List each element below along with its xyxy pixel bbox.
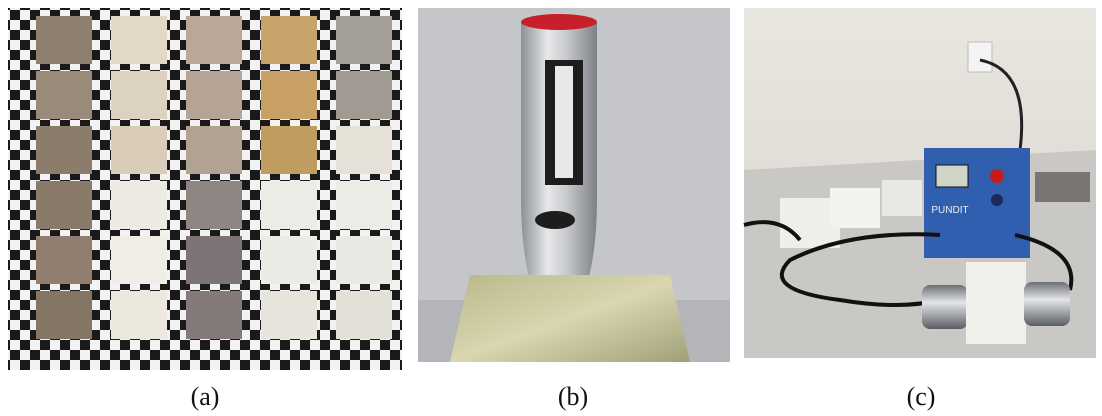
stone-block: [36, 181, 92, 229]
transducer: [1024, 282, 1070, 326]
stone-block: [261, 291, 317, 339]
stone-block: [111, 71, 167, 119]
stone-block: [336, 71, 392, 119]
stone-block: [111, 181, 167, 229]
sample: [1035, 172, 1090, 202]
stone-block: [186, 16, 242, 64]
stone-block: [261, 181, 317, 229]
sample: [966, 262, 1026, 344]
stone-block: [261, 126, 317, 174]
stone-block: [186, 236, 242, 284]
stone-block: [336, 16, 392, 64]
stone-block: [336, 236, 392, 284]
stone-block: [36, 16, 92, 64]
figure: PUNDIT (a) (b) (c): [0, 0, 1102, 416]
stone-block: [36, 71, 92, 119]
caption: (c): [907, 382, 936, 411]
device-label: PUNDIT: [931, 205, 968, 216]
stone-block: [36, 126, 92, 174]
stone-block: [336, 291, 392, 339]
caption: (a): [191, 382, 220, 411]
stone-block: [186, 291, 242, 339]
photo-c: PUNDIT: [744, 8, 1096, 358]
stone-block: [111, 126, 167, 174]
stone-block: [111, 236, 167, 284]
anvil-plate: [450, 275, 690, 362]
stone-block: [36, 236, 92, 284]
caption: (b): [558, 382, 588, 411]
photo-b: [418, 8, 730, 362]
stone-block: [186, 181, 242, 229]
stone-block: [261, 16, 317, 64]
hammer-cap: [521, 14, 597, 30]
stone-block: [111, 291, 167, 339]
stone-block: [336, 181, 392, 229]
page: PUNDIT (a) (b) (c) (() => { const data =…: [0, 0, 1102, 416]
knob: [991, 194, 1003, 206]
display: [936, 165, 968, 187]
socket: [968, 42, 992, 72]
scale: [555, 66, 573, 178]
stone-block: [186, 126, 242, 174]
stone-block: [261, 236, 317, 284]
brand-badge: [535, 211, 575, 229]
stone-block: [336, 126, 392, 174]
transducer: [922, 285, 968, 329]
photo-a: [8, 8, 402, 370]
knob: [990, 169, 1004, 183]
stone-block: [36, 291, 92, 339]
sample: [882, 180, 922, 216]
stone-block: [186, 71, 242, 119]
sample: [830, 188, 880, 228]
stone-block: [261, 71, 317, 119]
stone-block: [111, 16, 167, 64]
